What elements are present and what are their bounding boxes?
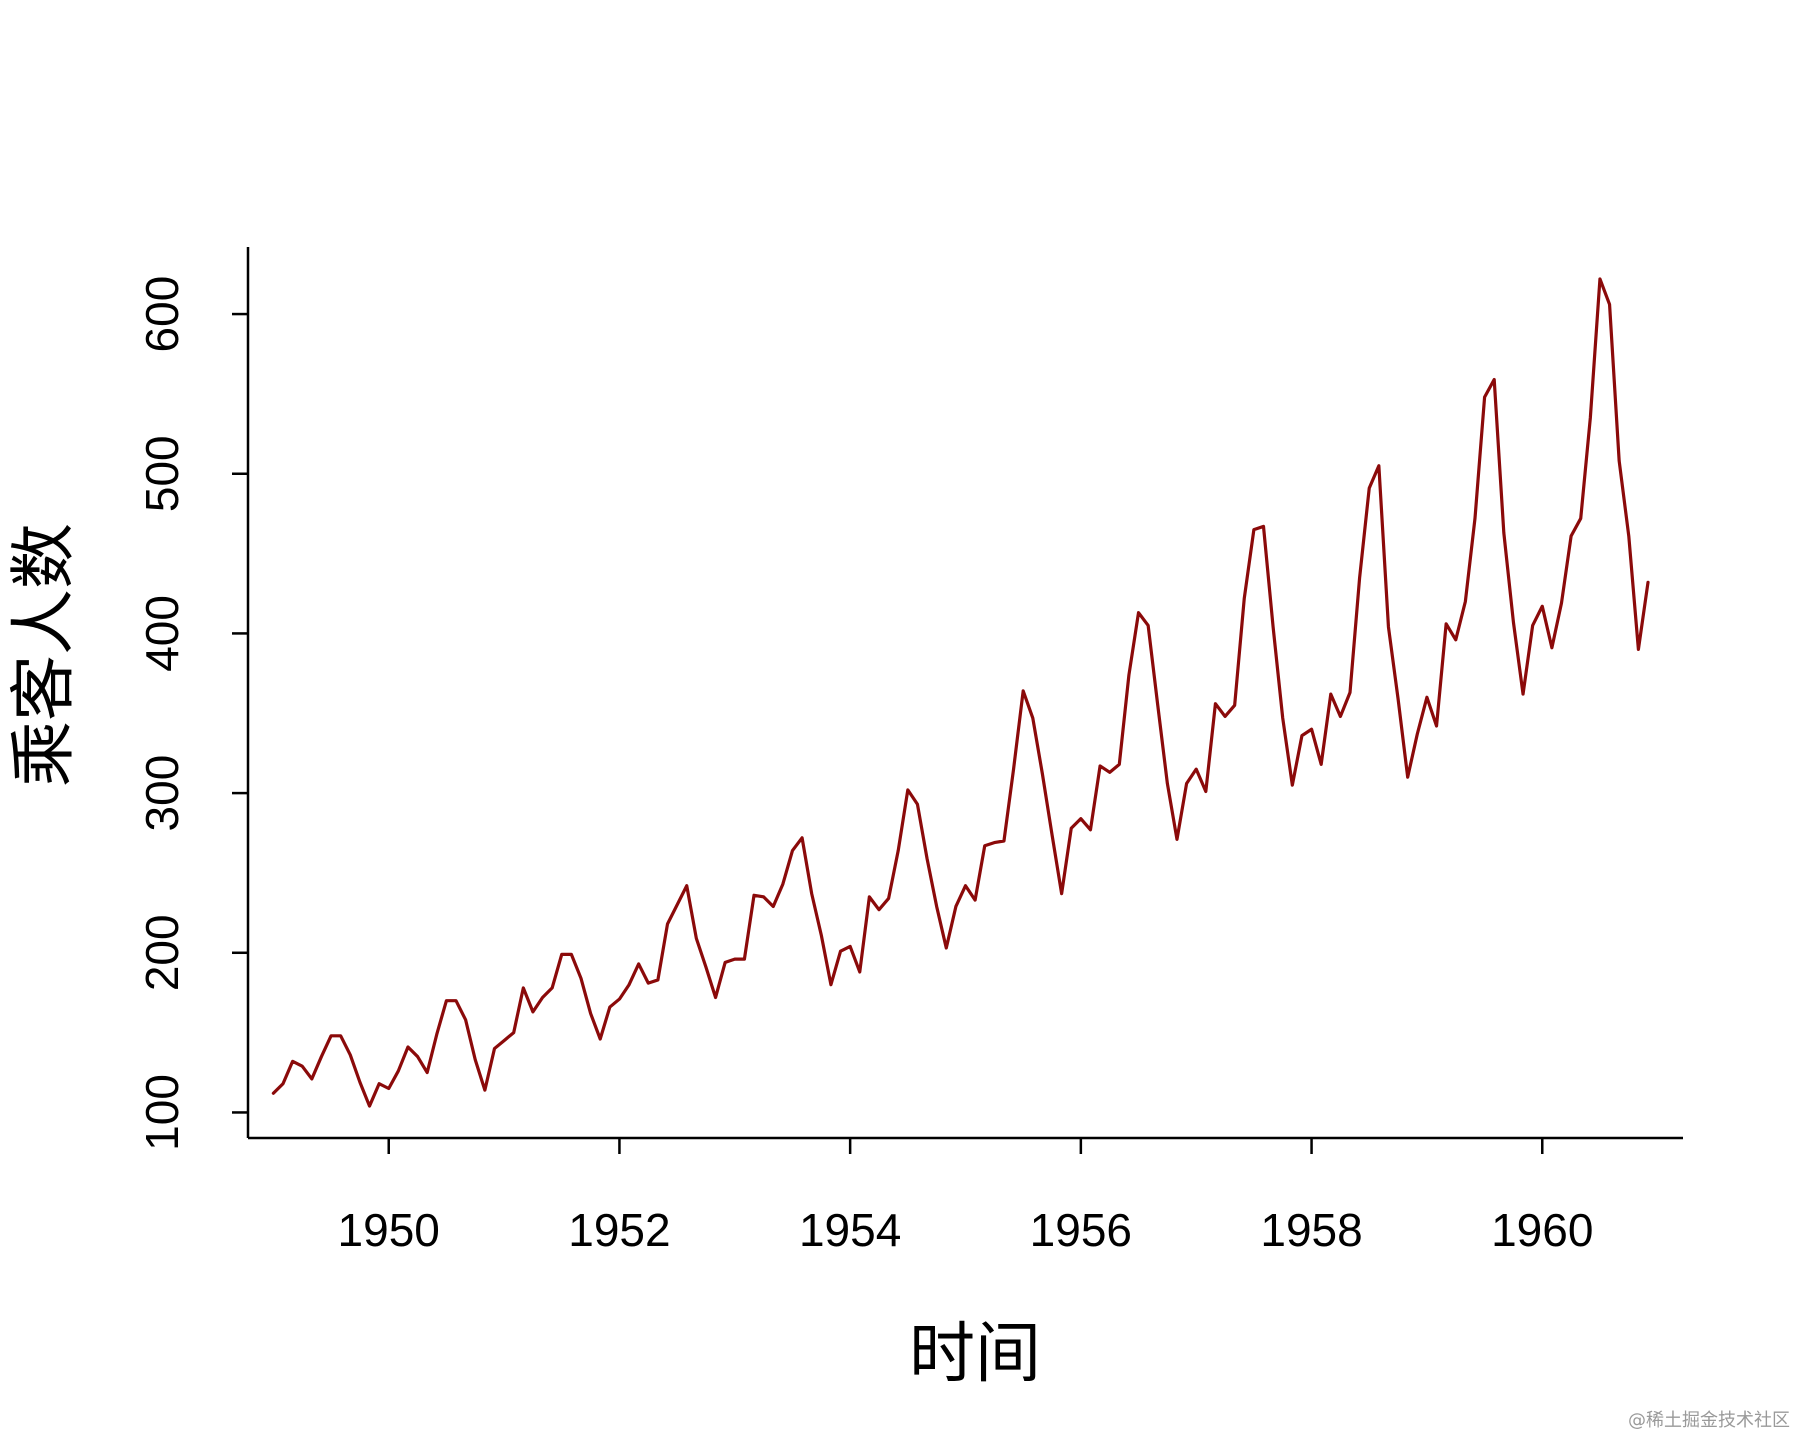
- y-tick-label: 300: [136, 755, 188, 832]
- x-tick-label: 1952: [568, 1204, 670, 1256]
- x-tick-label: 1950: [338, 1204, 440, 1256]
- y-tick-label: 100: [136, 1074, 188, 1151]
- y-axis-title: 乘客人数: [5, 523, 82, 787]
- y-tick-label: 600: [136, 276, 188, 353]
- y-tick-label: 400: [136, 595, 188, 672]
- y-tick-label: 200: [136, 914, 188, 991]
- watermark: @稀土掘金技术社区: [1628, 1410, 1790, 1431]
- x-tick-label: 1956: [1030, 1204, 1132, 1256]
- x-axis-title: 时间: [909, 1315, 1041, 1392]
- x-tick-label: 1960: [1491, 1204, 1593, 1256]
- x-tick-label: 1954: [799, 1204, 901, 1256]
- x-tick-label: 1958: [1260, 1204, 1362, 1256]
- y-tick-label: 500: [136, 435, 188, 512]
- series-line: [271, 277, 1650, 1108]
- x-axis-ticks: 1950 1952 1954 1956 1958 1960: [338, 1138, 1593, 1256]
- y-axis-ticks: 100 200 300 400 500 600: [136, 276, 248, 1151]
- series-layer: [271, 277, 1650, 1108]
- axes: [246, 247, 1683, 1140]
